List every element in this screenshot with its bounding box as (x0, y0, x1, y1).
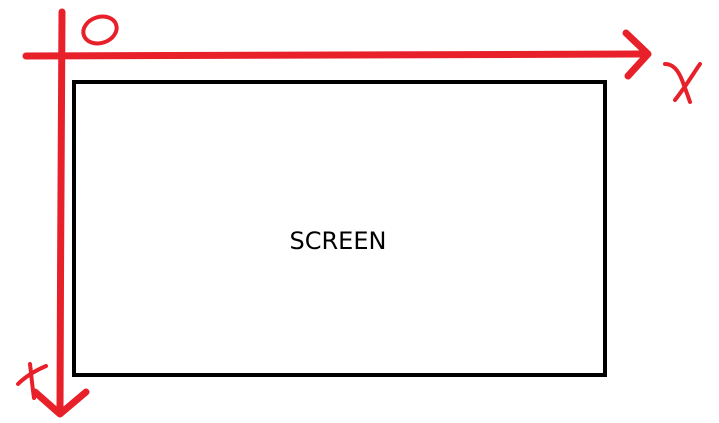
origin-zero-mark (81, 14, 119, 46)
x-axis-handwritten-mark (663, 62, 702, 104)
x-axis-line (22, 50, 649, 60)
y-axis-handwritten-mark (16, 362, 48, 400)
screen-label: SCREEN (290, 227, 387, 255)
screen-rectangle (72, 80, 607, 377)
y-axis-arrowhead (31, 388, 90, 418)
y-axis-line (56, 8, 66, 416)
x-axis-arrowhead (622, 29, 652, 80)
